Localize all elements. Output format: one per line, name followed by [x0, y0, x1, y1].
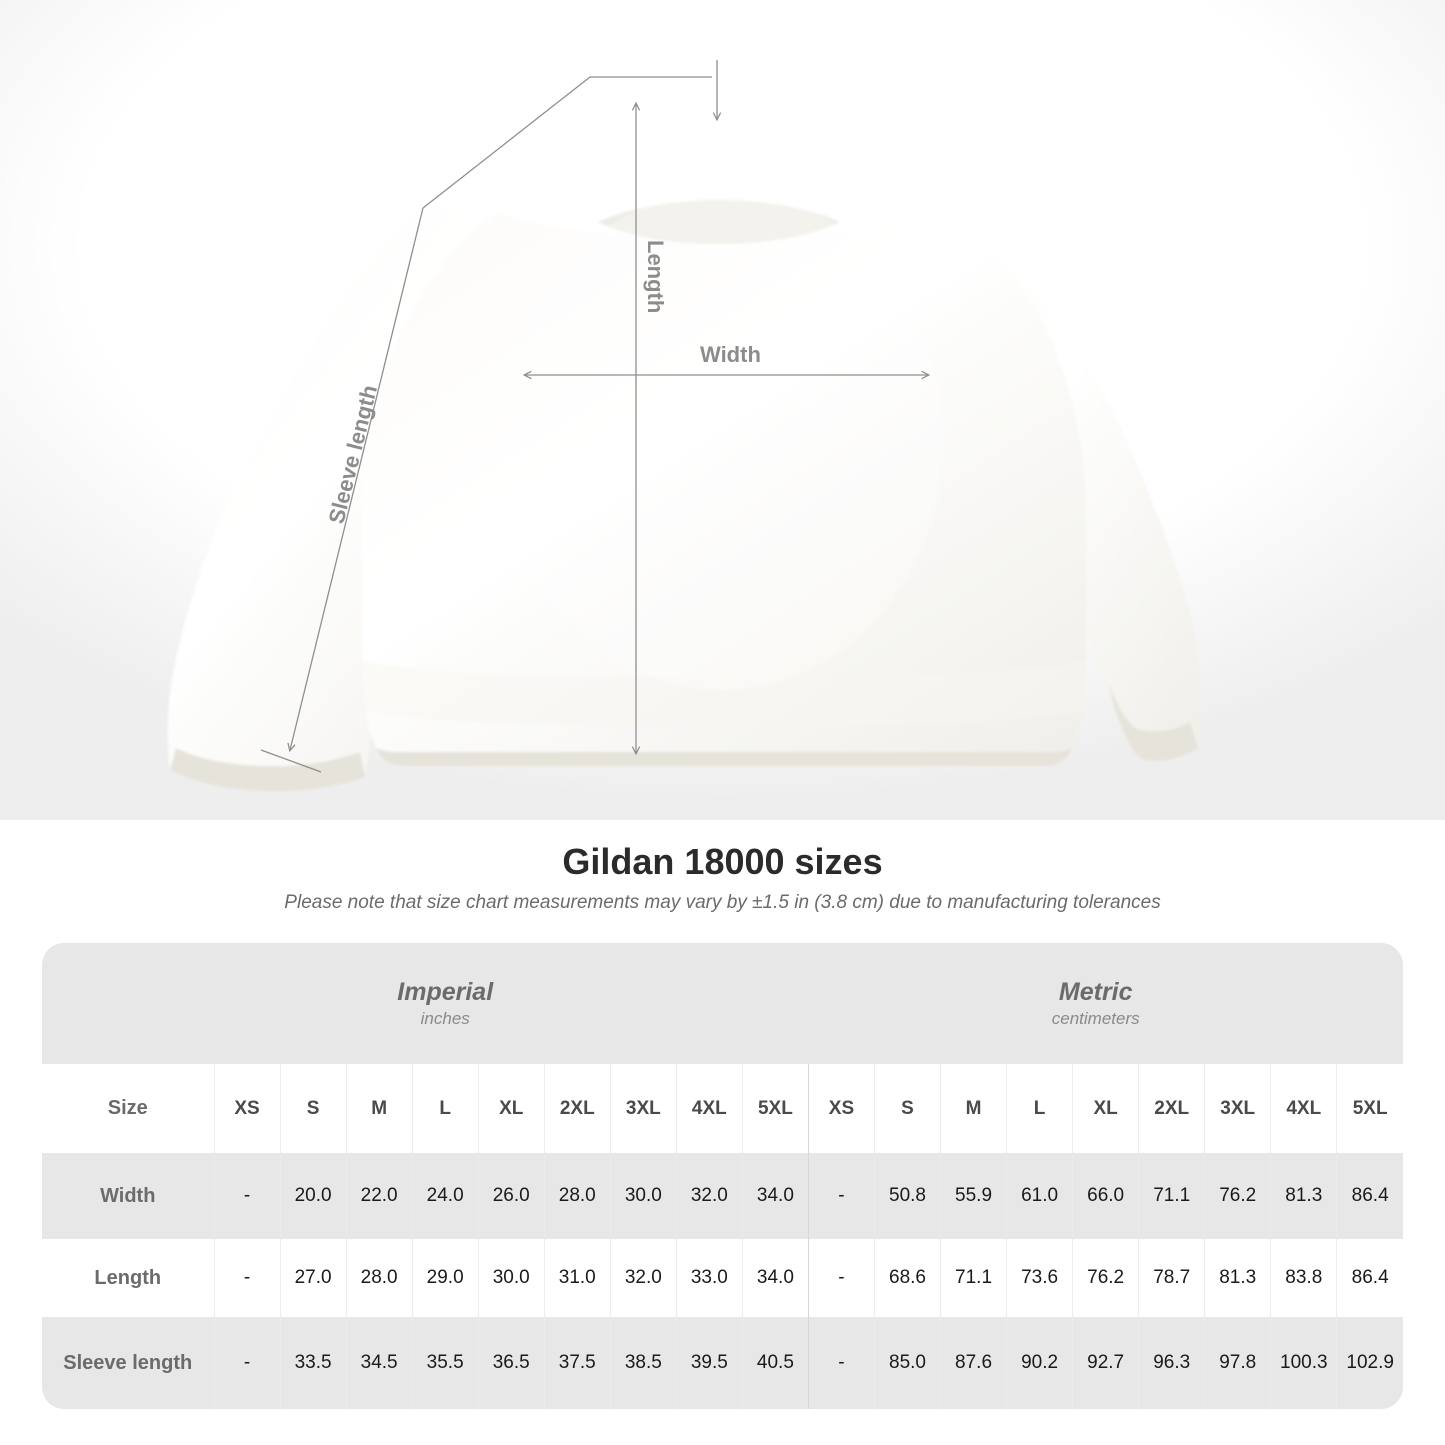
svg-text:Width: Width — [700, 342, 761, 367]
svg-text:Length: Length — [643, 240, 668, 313]
